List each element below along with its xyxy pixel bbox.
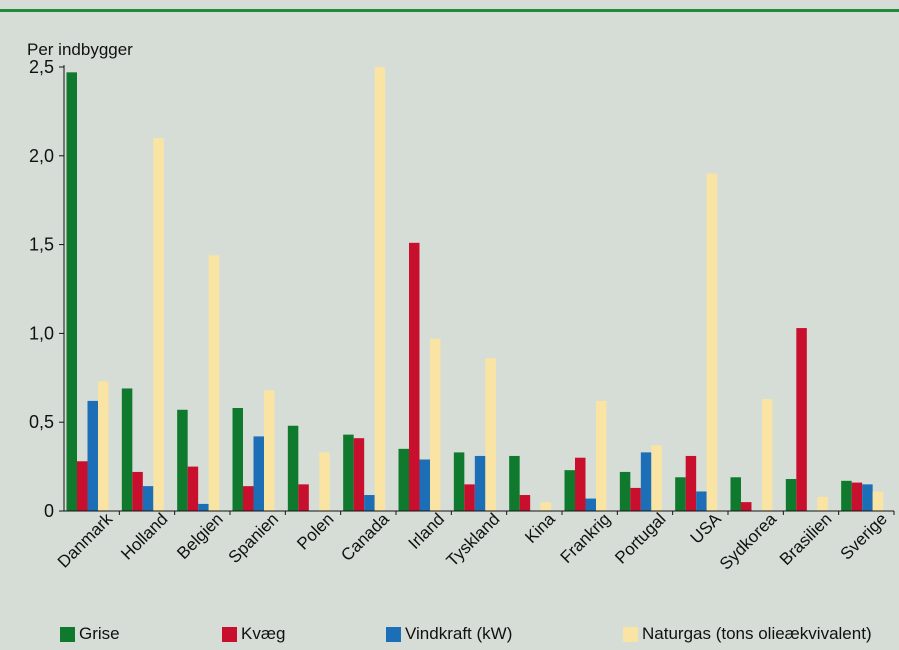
bar-chart: Per indbygger 0 0,5 1,0 1,5 2,0 2,5 Danmark Ho… bbox=[27, 40, 895, 574]
bar-vindkraft bbox=[585, 498, 596, 511]
bar-grise bbox=[66, 72, 77, 511]
top-rule bbox=[0, 9, 899, 12]
bar-vindkraft bbox=[142, 486, 154, 511]
bar-vindkraft bbox=[364, 495, 375, 511]
x-category-label: Canada bbox=[337, 509, 393, 565]
legend-label: Grise bbox=[79, 624, 120, 643]
x-category-label: Sydkorea bbox=[716, 509, 781, 574]
x-category-label: Danmark bbox=[54, 509, 117, 572]
legend-label: Vindkraft (kW) bbox=[405, 624, 513, 643]
bar-kvæg bbox=[575, 457, 586, 511]
bar-kvæg bbox=[851, 482, 863, 511]
legend-item: Grise bbox=[60, 624, 120, 644]
bar-grise bbox=[675, 477, 686, 511]
bar-kvæg bbox=[630, 487, 641, 511]
bar-naturgas bbox=[374, 67, 386, 511]
bar-naturgas bbox=[430, 338, 441, 511]
bar-naturgas bbox=[872, 491, 884, 511]
y-axis: 0 0,5 1,0 1,5 2,0 2,5 bbox=[29, 57, 65, 521]
bar-naturgas bbox=[762, 399, 773, 511]
legend-swatch bbox=[222, 626, 237, 642]
bar-vindkraft bbox=[640, 452, 652, 511]
legend: Grise Kvæg Vindkraft (kW) Naturgas (tons ol… bbox=[0, 624, 899, 650]
bar-grise bbox=[287, 425, 299, 511]
y-tick-label: 1,5 bbox=[29, 235, 54, 255]
y-tick-label: 0 bbox=[44, 501, 54, 521]
x-category-label: Polen bbox=[293, 509, 337, 553]
bar-kvæg bbox=[187, 466, 199, 511]
bar-kvæg bbox=[298, 484, 309, 511]
bar-grise bbox=[619, 471, 631, 511]
y-tick-label: 2,0 bbox=[29, 146, 54, 166]
x-category-label: USA bbox=[687, 509, 726, 548]
bar-grise bbox=[730, 477, 741, 511]
bar-kvæg bbox=[77, 461, 88, 511]
bar-vindkraft bbox=[419, 459, 430, 511]
bar-kvæg bbox=[243, 486, 254, 511]
bar-kvæg bbox=[132, 471, 143, 511]
x-category-label: Belgien bbox=[173, 509, 227, 563]
bar-grise bbox=[232, 407, 243, 511]
x-category-label: Holland bbox=[117, 509, 171, 563]
bar-naturgas bbox=[153, 138, 164, 512]
bar-grise bbox=[841, 480, 852, 511]
bar-naturgas bbox=[319, 452, 330, 511]
bar-kvæg bbox=[464, 484, 475, 511]
bar-grise bbox=[121, 388, 133, 511]
bar-vindkraft bbox=[198, 503, 209, 511]
bar-kvæg bbox=[796, 328, 807, 511]
bar-naturgas bbox=[98, 381, 109, 511]
bar-vindkraft bbox=[87, 400, 98, 511]
legend-item: Naturgas (tons olieækvivalent) bbox=[623, 624, 872, 644]
legend-swatch bbox=[386, 626, 401, 642]
bar-naturgas bbox=[208, 255, 220, 511]
bar-naturgas bbox=[817, 496, 828, 511]
x-category-label: Frankrig bbox=[557, 509, 615, 567]
legend-item: Vindkraft (kW) bbox=[386, 624, 512, 644]
bar-kvæg bbox=[353, 438, 365, 511]
x-category-label: Brasilien bbox=[776, 509, 836, 569]
x-category-label: Irland bbox=[405, 509, 449, 553]
bar-grise bbox=[785, 479, 797, 511]
legend-label: Kvæg bbox=[241, 624, 286, 643]
x-category-label: Sverige bbox=[837, 509, 891, 563]
bar-naturgas bbox=[485, 358, 496, 511]
bar-naturgas bbox=[596, 400, 607, 511]
bar-kvæg bbox=[685, 455, 697, 511]
bar-grise bbox=[564, 470, 575, 511]
bar-kvæg bbox=[519, 495, 531, 511]
bars bbox=[66, 67, 884, 512]
legend-swatch bbox=[60, 626, 75, 642]
bar-grise bbox=[398, 448, 409, 511]
bar-naturgas bbox=[264, 390, 275, 511]
bar-naturgas bbox=[706, 173, 718, 511]
y-axis-label: Per indbygger bbox=[27, 40, 133, 59]
bar-vindkraft bbox=[474, 455, 486, 511]
bar-vindkraft bbox=[253, 436, 264, 511]
bar-naturgas bbox=[651, 445, 662, 511]
bar-naturgas bbox=[540, 502, 552, 511]
bar-grise bbox=[177, 409, 188, 511]
bar-vindkraft bbox=[696, 491, 707, 511]
bar-kvæg bbox=[741, 502, 752, 511]
y-tick-label: 1,0 bbox=[29, 323, 54, 343]
legend-swatch bbox=[623, 626, 638, 642]
legend-label: Naturgas (tons olieækvivalent) bbox=[642, 624, 872, 643]
x-category-label: Tyskland bbox=[443, 509, 504, 570]
x-category-label: Spanien bbox=[225, 509, 283, 567]
y-tick-label: 0,5 bbox=[29, 412, 54, 432]
legend-item: Kvæg bbox=[222, 624, 285, 644]
bar-vindkraft bbox=[862, 484, 873, 511]
bar-grise bbox=[343, 434, 354, 511]
x-category-label: Portugal bbox=[611, 509, 669, 567]
x-category-label: Kina bbox=[521, 509, 559, 547]
bar-kvæg bbox=[409, 242, 420, 511]
bar-grise bbox=[453, 452, 465, 511]
bar-grise bbox=[509, 455, 520, 511]
y-tick-label: 2,5 bbox=[29, 57, 54, 77]
